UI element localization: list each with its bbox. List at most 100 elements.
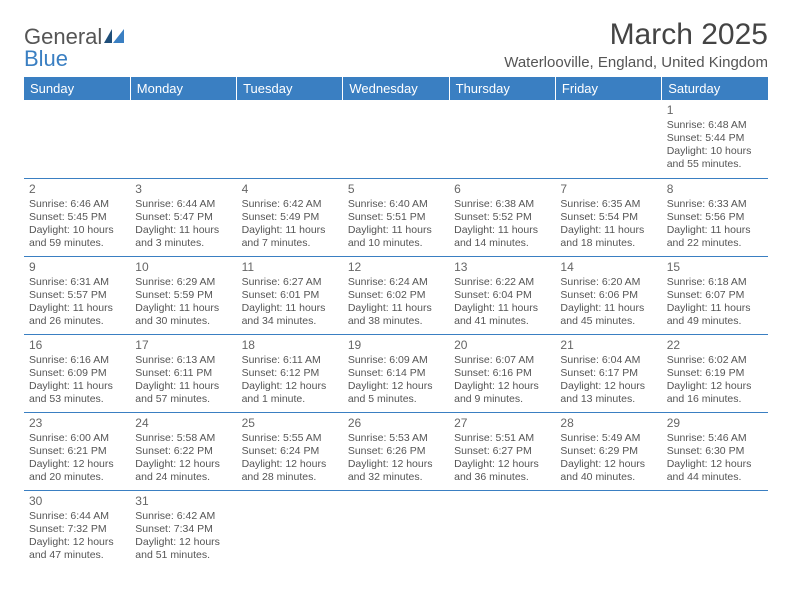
- day-number: 6: [454, 182, 550, 197]
- day-number: 26: [348, 416, 444, 431]
- calendar-cell: [555, 100, 661, 178]
- sunrise-line: Sunrise: 5:46 AM: [667, 432, 763, 445]
- calendar-cell: 20Sunrise: 6:07 AMSunset: 6:16 PMDayligh…: [449, 334, 555, 412]
- calendar-cell: 3Sunrise: 6:44 AMSunset: 5:47 PMDaylight…: [130, 178, 236, 256]
- day-number: 20: [454, 338, 550, 353]
- calendar-week: 16Sunrise: 6:16 AMSunset: 6:09 PMDayligh…: [24, 334, 768, 412]
- sunrise-line: Sunrise: 6:40 AM: [348, 198, 444, 211]
- sunset-line: Sunset: 6:16 PM: [454, 367, 550, 380]
- daylight-line: Daylight: 12 hours and 9 minutes.: [454, 380, 550, 406]
- day-number: 18: [242, 338, 338, 353]
- calendar-cell: 15Sunrise: 6:18 AMSunset: 6:07 PMDayligh…: [662, 256, 768, 334]
- calendar-week: 30Sunrise: 6:44 AMSunset: 7:32 PMDayligh…: [24, 490, 768, 568]
- day-number: 12: [348, 260, 444, 275]
- sunset-line: Sunset: 6:12 PM: [242, 367, 338, 380]
- calendar-cell: [237, 490, 343, 568]
- calendar-cell: 2Sunrise: 6:46 AMSunset: 5:45 PMDaylight…: [24, 178, 130, 256]
- day-number: 9: [29, 260, 125, 275]
- calendar-cell: 30Sunrise: 6:44 AMSunset: 7:32 PMDayligh…: [24, 490, 130, 568]
- day-header: Saturday: [662, 77, 768, 100]
- sunrise-line: Sunrise: 6:31 AM: [29, 276, 125, 289]
- sunrise-line: Sunrise: 6:44 AM: [29, 510, 125, 523]
- header: General March 2025 Waterlooville, Englan…: [24, 18, 768, 71]
- sunrise-line: Sunrise: 6:02 AM: [667, 354, 763, 367]
- calendar-cell: [449, 490, 555, 568]
- day-number: 15: [667, 260, 763, 275]
- day-number: 7: [560, 182, 656, 197]
- daylight-line: Daylight: 10 hours and 55 minutes.: [667, 145, 763, 171]
- daylight-line: Daylight: 11 hours and 7 minutes.: [242, 224, 338, 250]
- sunset-line: Sunset: 6:02 PM: [348, 289, 444, 302]
- day-number: 25: [242, 416, 338, 431]
- sunrise-line: Sunrise: 6:27 AM: [242, 276, 338, 289]
- calendar-cell: 26Sunrise: 5:53 AMSunset: 6:26 PMDayligh…: [343, 412, 449, 490]
- title-block: March 2025 Waterlooville, England, Unite…: [504, 18, 768, 71]
- sunset-line: Sunset: 5:51 PM: [348, 211, 444, 224]
- sunset-line: Sunset: 6:06 PM: [560, 289, 656, 302]
- daylight-line: Daylight: 12 hours and 40 minutes.: [560, 458, 656, 484]
- calendar-cell: 21Sunrise: 6:04 AMSunset: 6:17 PMDayligh…: [555, 334, 661, 412]
- calendar-cell: [662, 490, 768, 568]
- daylight-line: Daylight: 12 hours and 36 minutes.: [454, 458, 550, 484]
- calendar-cell: 9Sunrise: 6:31 AMSunset: 5:57 PMDaylight…: [24, 256, 130, 334]
- sunrise-line: Sunrise: 6:18 AM: [667, 276, 763, 289]
- day-number: 1: [667, 103, 763, 118]
- day-number: 29: [667, 416, 763, 431]
- daylight-line: Daylight: 11 hours and 45 minutes.: [560, 302, 656, 328]
- calendar-cell: [130, 100, 236, 178]
- daylight-line: Daylight: 12 hours and 44 minutes.: [667, 458, 763, 484]
- sunset-line: Sunset: 5:47 PM: [135, 211, 231, 224]
- calendar-cell: [343, 490, 449, 568]
- calendar-cell: 25Sunrise: 5:55 AMSunset: 6:24 PMDayligh…: [237, 412, 343, 490]
- day-number: 5: [348, 182, 444, 197]
- daylight-line: Daylight: 11 hours and 30 minutes.: [135, 302, 231, 328]
- calendar-cell: 18Sunrise: 6:11 AMSunset: 6:12 PMDayligh…: [237, 334, 343, 412]
- daylight-line: Daylight: 11 hours and 14 minutes.: [454, 224, 550, 250]
- sunrise-line: Sunrise: 6:16 AM: [29, 354, 125, 367]
- calendar-cell: 22Sunrise: 6:02 AMSunset: 6:19 PMDayligh…: [662, 334, 768, 412]
- day-number: 21: [560, 338, 656, 353]
- day-number: 2: [29, 182, 125, 197]
- sunset-line: Sunset: 6:19 PM: [667, 367, 763, 380]
- calendar-cell: 1Sunrise: 6:48 AMSunset: 5:44 PMDaylight…: [662, 100, 768, 178]
- sunrise-line: Sunrise: 6:48 AM: [667, 119, 763, 132]
- calendar-cell: 4Sunrise: 6:42 AMSunset: 5:49 PMDaylight…: [237, 178, 343, 256]
- sunrise-line: Sunrise: 6:04 AM: [560, 354, 656, 367]
- day-number: 8: [667, 182, 763, 197]
- daylight-line: Daylight: 12 hours and 13 minutes.: [560, 380, 656, 406]
- daylight-line: Daylight: 12 hours and 1 minute.: [242, 380, 338, 406]
- sunrise-line: Sunrise: 6:09 AM: [348, 354, 444, 367]
- calendar-table: SundayMondayTuesdayWednesdayThursdayFrid…: [24, 77, 768, 568]
- calendar-cell: 16Sunrise: 6:16 AMSunset: 6:09 PMDayligh…: [24, 334, 130, 412]
- calendar-cell: [555, 490, 661, 568]
- sunset-line: Sunset: 6:30 PM: [667, 445, 763, 458]
- calendar-week: 1Sunrise: 6:48 AMSunset: 5:44 PMDaylight…: [24, 100, 768, 178]
- sunrise-line: Sunrise: 6:42 AM: [242, 198, 338, 211]
- calendar-cell: 29Sunrise: 5:46 AMSunset: 6:30 PMDayligh…: [662, 412, 768, 490]
- sunset-line: Sunset: 5:45 PM: [29, 211, 125, 224]
- daylight-line: Daylight: 11 hours and 41 minutes.: [454, 302, 550, 328]
- logo-text-2: Blue: [24, 46, 68, 72]
- sunset-line: Sunset: 6:09 PM: [29, 367, 125, 380]
- daylight-line: Daylight: 11 hours and 38 minutes.: [348, 302, 444, 328]
- sunset-line: Sunset: 6:22 PM: [135, 445, 231, 458]
- sunrise-line: Sunrise: 5:51 AM: [454, 432, 550, 445]
- sunset-line: Sunset: 5:54 PM: [560, 211, 656, 224]
- day-number: 10: [135, 260, 231, 275]
- calendar-cell: [237, 100, 343, 178]
- sunset-line: Sunset: 6:26 PM: [348, 445, 444, 458]
- sunrise-line: Sunrise: 5:53 AM: [348, 432, 444, 445]
- calendar-cell: [343, 100, 449, 178]
- daylight-line: Daylight: 12 hours and 16 minutes.: [667, 380, 763, 406]
- sunrise-line: Sunrise: 6:33 AM: [667, 198, 763, 211]
- sunset-line: Sunset: 6:17 PM: [560, 367, 656, 380]
- sunrise-line: Sunrise: 5:49 AM: [560, 432, 656, 445]
- sunset-line: Sunset: 6:04 PM: [454, 289, 550, 302]
- calendar-cell: 19Sunrise: 6:09 AMSunset: 6:14 PMDayligh…: [343, 334, 449, 412]
- calendar-cell: 6Sunrise: 6:38 AMSunset: 5:52 PMDaylight…: [449, 178, 555, 256]
- sunrise-line: Sunrise: 6:24 AM: [348, 276, 444, 289]
- day-number: 19: [348, 338, 444, 353]
- flag-icon: [104, 29, 126, 45]
- day-header: Monday: [130, 77, 236, 100]
- calendar-cell: 14Sunrise: 6:20 AMSunset: 6:06 PMDayligh…: [555, 256, 661, 334]
